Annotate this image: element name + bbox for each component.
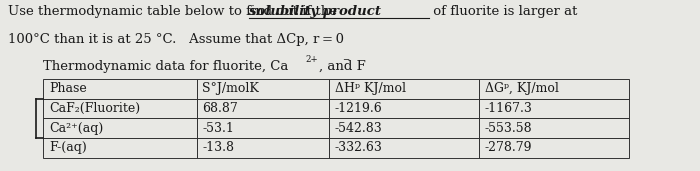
Text: Phase: Phase <box>49 82 87 95</box>
Text: -542.83: -542.83 <box>335 122 382 135</box>
Text: Thermodynamic data for fluorite, Ca: Thermodynamic data for fluorite, Ca <box>43 60 288 73</box>
Text: -13.8: -13.8 <box>202 141 234 154</box>
Text: 100°C than it is at 25 °C.   Assume that ΔCp, r = 0: 100°C than it is at 25 °C. Assume that Δ… <box>8 33 344 46</box>
Text: ΔGᵖ, KJ/mol: ΔGᵖ, KJ/mol <box>484 82 559 95</box>
Text: -53.1: -53.1 <box>202 122 234 135</box>
Text: -278.79: -278.79 <box>484 141 532 154</box>
Text: -332.63: -332.63 <box>335 141 382 154</box>
Text: F-(aq): F-(aq) <box>49 141 87 154</box>
Text: Ca²⁺(aq): Ca²⁺(aq) <box>49 122 103 135</box>
Text: , and F: , and F <box>318 60 365 73</box>
Text: -1219.6: -1219.6 <box>335 102 382 115</box>
Text: ΔHᵖ KJ/mol: ΔHᵖ KJ/mol <box>335 82 406 95</box>
Text: Use thermodynamic table below to find out if the: Use thermodynamic table below to find ou… <box>8 5 342 18</box>
Text: -553.58: -553.58 <box>484 122 532 135</box>
Text: CaF₂(Fluorite): CaF₂(Fluorite) <box>49 102 140 115</box>
Text: 68.87: 68.87 <box>202 102 238 115</box>
Text: S°J/molK: S°J/molK <box>202 82 259 95</box>
Text: -1167.3: -1167.3 <box>484 102 533 115</box>
Text: of fluorite is larger at: of fluorite is larger at <box>429 5 578 18</box>
Text: −: − <box>342 55 349 64</box>
Text: 2+: 2+ <box>305 55 318 64</box>
Text: solubility product: solubility product <box>249 5 381 18</box>
